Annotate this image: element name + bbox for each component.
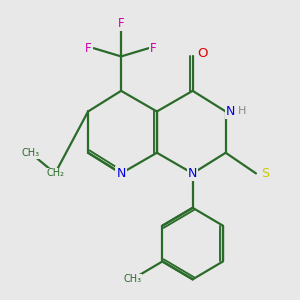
Text: N: N bbox=[116, 167, 126, 180]
Text: CH₃: CH₃ bbox=[21, 148, 39, 158]
Text: N: N bbox=[188, 167, 197, 180]
Text: H: H bbox=[238, 106, 246, 116]
Text: F: F bbox=[118, 17, 124, 31]
Text: F: F bbox=[150, 42, 157, 55]
Text: F: F bbox=[85, 42, 92, 55]
Text: CH₃: CH₃ bbox=[123, 274, 141, 284]
Text: S: S bbox=[262, 167, 270, 180]
Text: O: O bbox=[197, 47, 208, 60]
Text: CH₂: CH₂ bbox=[46, 168, 64, 178]
Text: N: N bbox=[226, 105, 235, 118]
